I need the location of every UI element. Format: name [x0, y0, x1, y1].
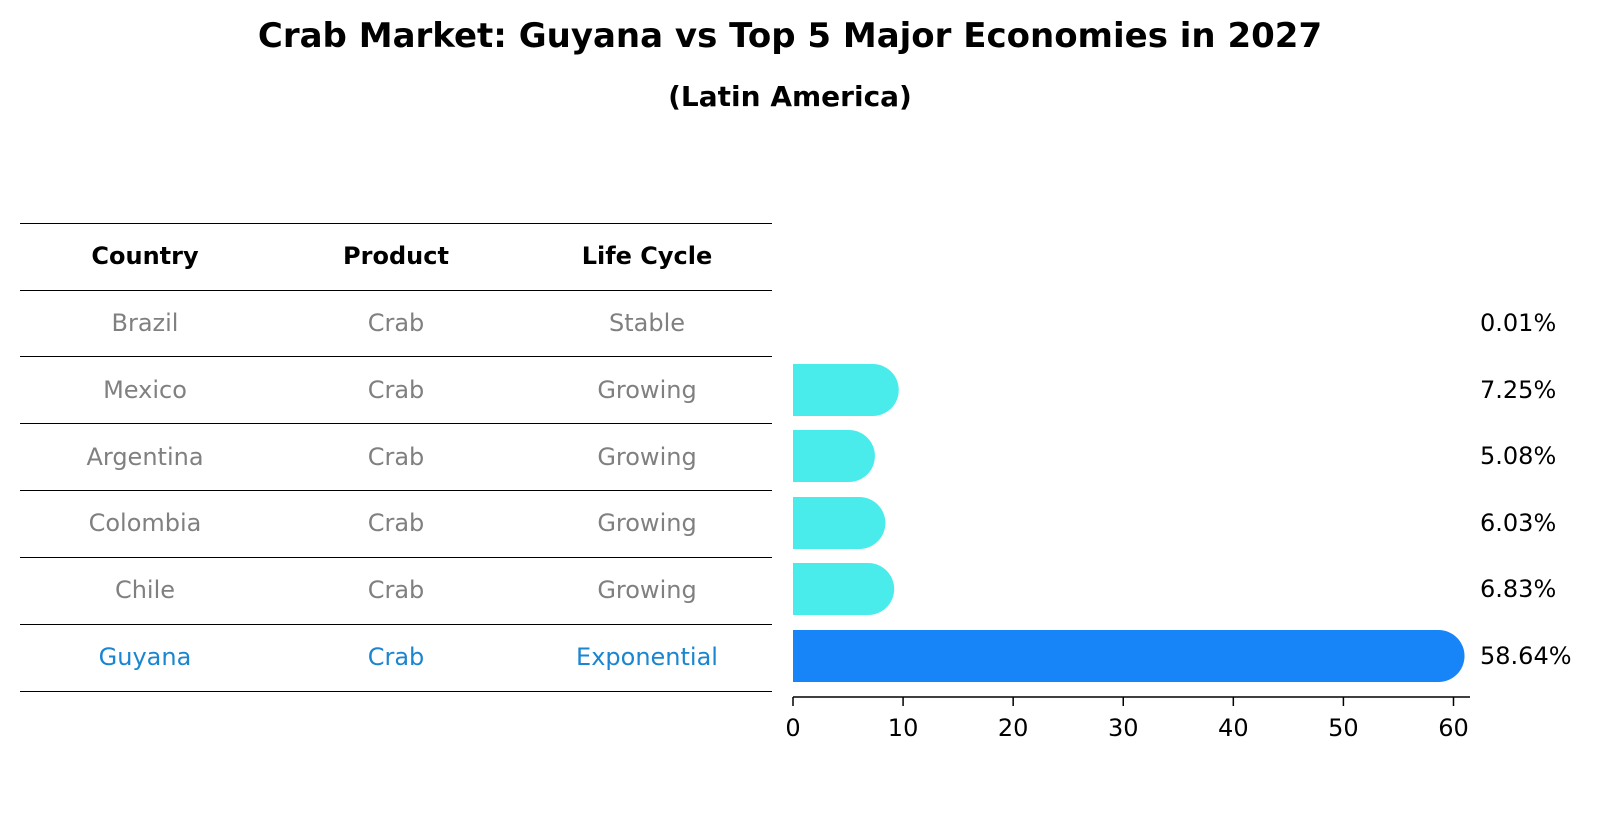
bar-argentina — [793, 430, 875, 482]
table-rule — [20, 223, 772, 224]
chart-title: Crab Market: Guyana vs Top 5 Major Econo… — [257, 16, 1323, 56]
bar-guyana — [793, 630, 1465, 682]
table-cell: Chile — [114, 576, 176, 605]
x-tick-label: 20 — [998, 714, 1029, 742]
value-label: 6.03% — [1480, 509, 1556, 537]
table-cell: Growing — [597, 576, 697, 605]
table-rule — [20, 557, 772, 558]
table-rule — [20, 423, 772, 424]
table-cell: Growing — [597, 442, 697, 471]
table-rule — [20, 356, 772, 357]
table-cell: Crab — [367, 375, 425, 404]
x-tick-label: 30 — [1108, 714, 1139, 742]
bar-colombia — [793, 497, 886, 549]
bar-chile — [793, 563, 895, 615]
value-label: 6.83% — [1480, 575, 1556, 603]
table-cell: Colombia — [88, 509, 202, 538]
x-tick-label: 60 — [1438, 714, 1469, 742]
table-cell: Brazil — [111, 309, 179, 337]
chart-subtitle: (Latin America) — [668, 80, 912, 113]
table-rule — [20, 624, 772, 625]
table-cell: Stable — [608, 309, 686, 337]
table-header-cell: Life Cycle — [581, 242, 713, 270]
value-label: 0.01% — [1480, 309, 1556, 337]
value-label: 7.25% — [1480, 376, 1556, 404]
table-cell: Crab — [367, 576, 425, 605]
table-cell: Mexico — [103, 375, 187, 404]
x-tick-label: 50 — [1328, 714, 1359, 742]
table-rule — [20, 490, 772, 491]
x-tick-label: 0 — [785, 714, 800, 742]
table-cell: Crab — [367, 442, 425, 471]
table-header-cell: Product — [343, 242, 449, 270]
table-rule — [20, 691, 772, 692]
table-rule — [20, 290, 772, 291]
bar-mexico — [793, 364, 899, 416]
x-tick-label: 40 — [1218, 714, 1249, 742]
table-cell: Crab — [367, 643, 425, 671]
table-cell: Exponential — [576, 643, 718, 671]
value-label: 5.08% — [1480, 442, 1556, 470]
table-cell: Growing — [597, 509, 697, 538]
table-cell: Guyana — [98, 643, 192, 671]
value-label: 58.64% — [1480, 642, 1572, 670]
table-cell: Crab — [367, 509, 425, 538]
table-cell: Crab — [367, 309, 425, 337]
x-tick-label: 10 — [888, 714, 919, 742]
table-header-cell: Country — [91, 242, 199, 270]
table-cell: Argentina — [86, 442, 204, 471]
table-cell: Growing — [597, 375, 697, 404]
